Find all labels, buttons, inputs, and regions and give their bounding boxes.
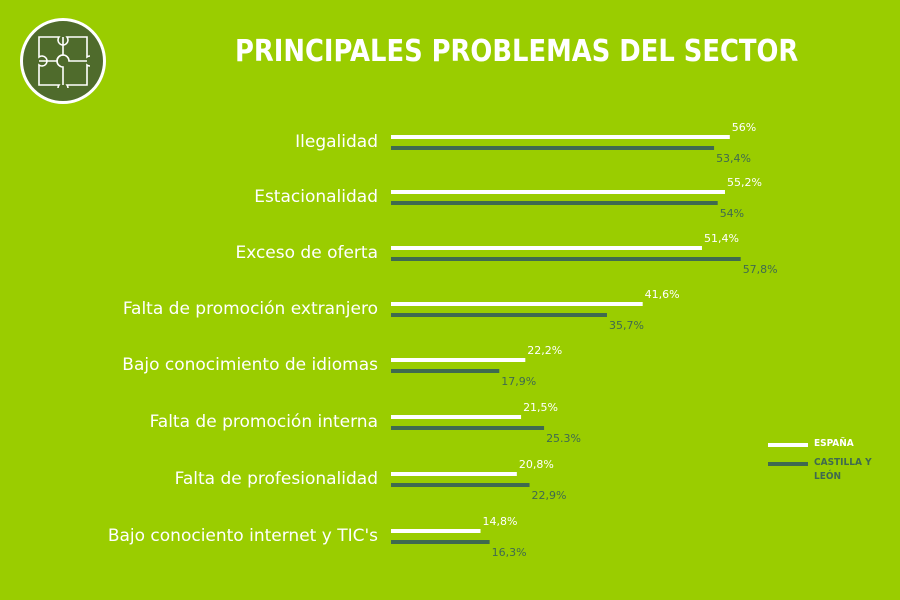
- data-label-castilla: 17,9%: [501, 375, 536, 388]
- legend-item-espana: ESPAÑA: [768, 437, 884, 451]
- bar-espana: [391, 472, 517, 476]
- category-label: Bajo conociento internet y TIC's: [108, 526, 378, 546]
- bar-castilla: [391, 426, 545, 430]
- data-label-espana: 21,5%: [523, 401, 558, 414]
- bar-espana: [391, 190, 725, 194]
- data-label-espana: 22,2%: [527, 344, 562, 357]
- data-label-castilla: 53,4%: [716, 152, 751, 165]
- bar-castilla: [391, 201, 718, 205]
- bar-castilla: [391, 146, 715, 150]
- category-label: Estacionalidad: [254, 187, 378, 207]
- data-label-castilla: 54%: [720, 207, 744, 220]
- bar-espana: [391, 529, 481, 533]
- bar-castilla: [391, 257, 741, 261]
- category-label: Falta de promoción interna: [150, 412, 378, 432]
- category-label: Bajo conocimiento de idiomas: [122, 355, 378, 375]
- bar-espana: [391, 302, 643, 306]
- legend-swatch-espana: [768, 443, 808, 447]
- bar-espana: [391, 415, 522, 419]
- bar-espana: [391, 246, 702, 250]
- logo-badge: [20, 18, 106, 104]
- legend-label-espana: ESPAÑA: [814, 438, 854, 449]
- legend-swatch-castilla: [768, 462, 808, 466]
- legend-label-castilla: CASTILLA Y LEÓN: [814, 457, 872, 482]
- data-label-castilla: 35,7%: [609, 319, 644, 332]
- data-label-castilla: 22,9%: [532, 489, 567, 502]
- data-label-espana: 56%: [732, 121, 756, 134]
- data-label-espana: 51,4%: [704, 232, 739, 245]
- data-label-espana: 14,8%: [483, 515, 518, 528]
- bar-castilla: [391, 369, 500, 373]
- bar-espana: [391, 135, 730, 139]
- data-label-espana: 20,8%: [519, 458, 554, 471]
- category-label: Exceso de oferta: [235, 243, 378, 263]
- data-label-castilla: 25.3%: [546, 432, 581, 445]
- bar-castilla: [391, 540, 490, 544]
- bar-castilla: [391, 313, 607, 317]
- bar-espana: [391, 358, 526, 362]
- category-label: Falta de promoción extranjero: [123, 299, 378, 319]
- category-label: Falta de profesionalidad: [175, 469, 378, 489]
- legend-item-castilla: CASTILLA Y LEÓN: [768, 456, 884, 484]
- data-label-castilla: 57,8%: [743, 263, 778, 276]
- puzzle-icon: [38, 36, 90, 88]
- data-label-castilla: 16,3%: [492, 546, 527, 559]
- category-label: Ilegalidad: [295, 132, 378, 152]
- data-label-espana: 55,2%: [727, 176, 762, 189]
- bar-castilla: [391, 483, 530, 487]
- data-label-espana: 41,6%: [645, 288, 680, 301]
